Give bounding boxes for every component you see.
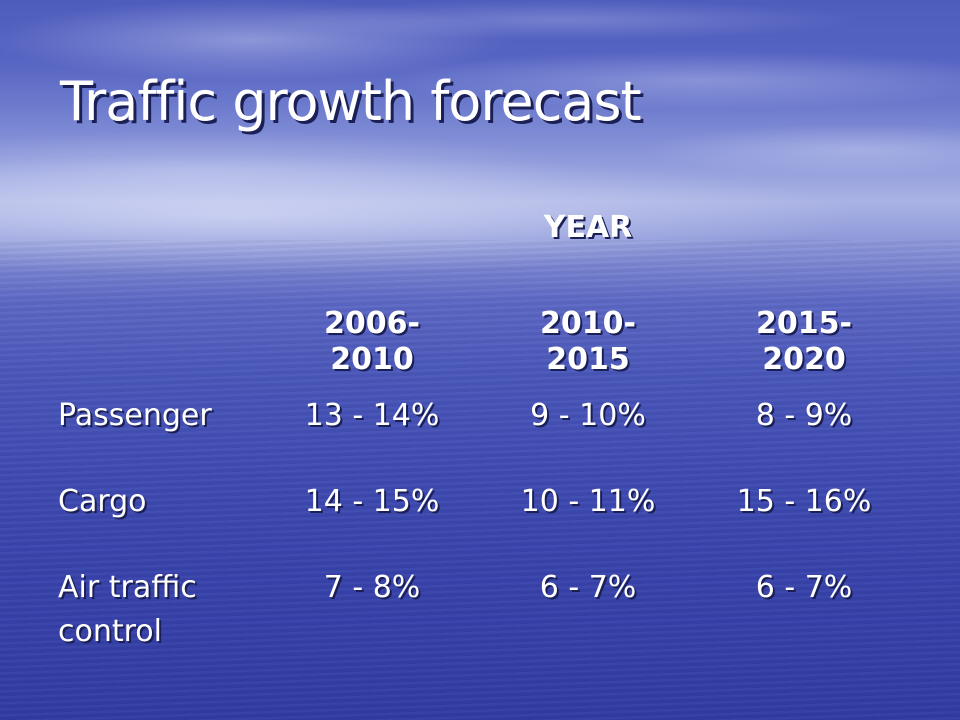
column-header-3-line2: 2020 (762, 342, 846, 377)
table-cell: 8 - 9% (755, 398, 853, 433)
row-label-cargo: Cargo (58, 484, 147, 519)
row-label-passenger: Passenger (58, 398, 212, 433)
row-label-air-traffic-line1: Air traffic (58, 570, 197, 605)
table-cell: 7 - 8% (323, 570, 421, 605)
column-header-3-line1: 2015- (756, 306, 852, 341)
table-cell: 9 - 10% (530, 398, 646, 433)
table-cell: 10 - 11% (520, 484, 656, 519)
column-header-1-line2: 2010 (330, 342, 414, 377)
table-cell: 13 - 14% (304, 398, 440, 433)
table-cell: 6 - 7% (755, 570, 853, 605)
table-cell: 6 - 7% (539, 570, 637, 605)
table-cell: 15 - 16% (736, 484, 872, 519)
year-group-header: YEAR (543, 210, 633, 245)
row-label-air-traffic-line2: control (58, 614, 162, 649)
column-header-2-line1: 2010- (540, 306, 636, 341)
column-header-1-line1: 2006- (324, 306, 420, 341)
water-texture-background (0, 240, 960, 720)
table-cell: 14 - 15% (304, 484, 440, 519)
column-header-2-line2: 2015 (546, 342, 630, 377)
slide-title: Traffic growth forecast (60, 70, 642, 133)
